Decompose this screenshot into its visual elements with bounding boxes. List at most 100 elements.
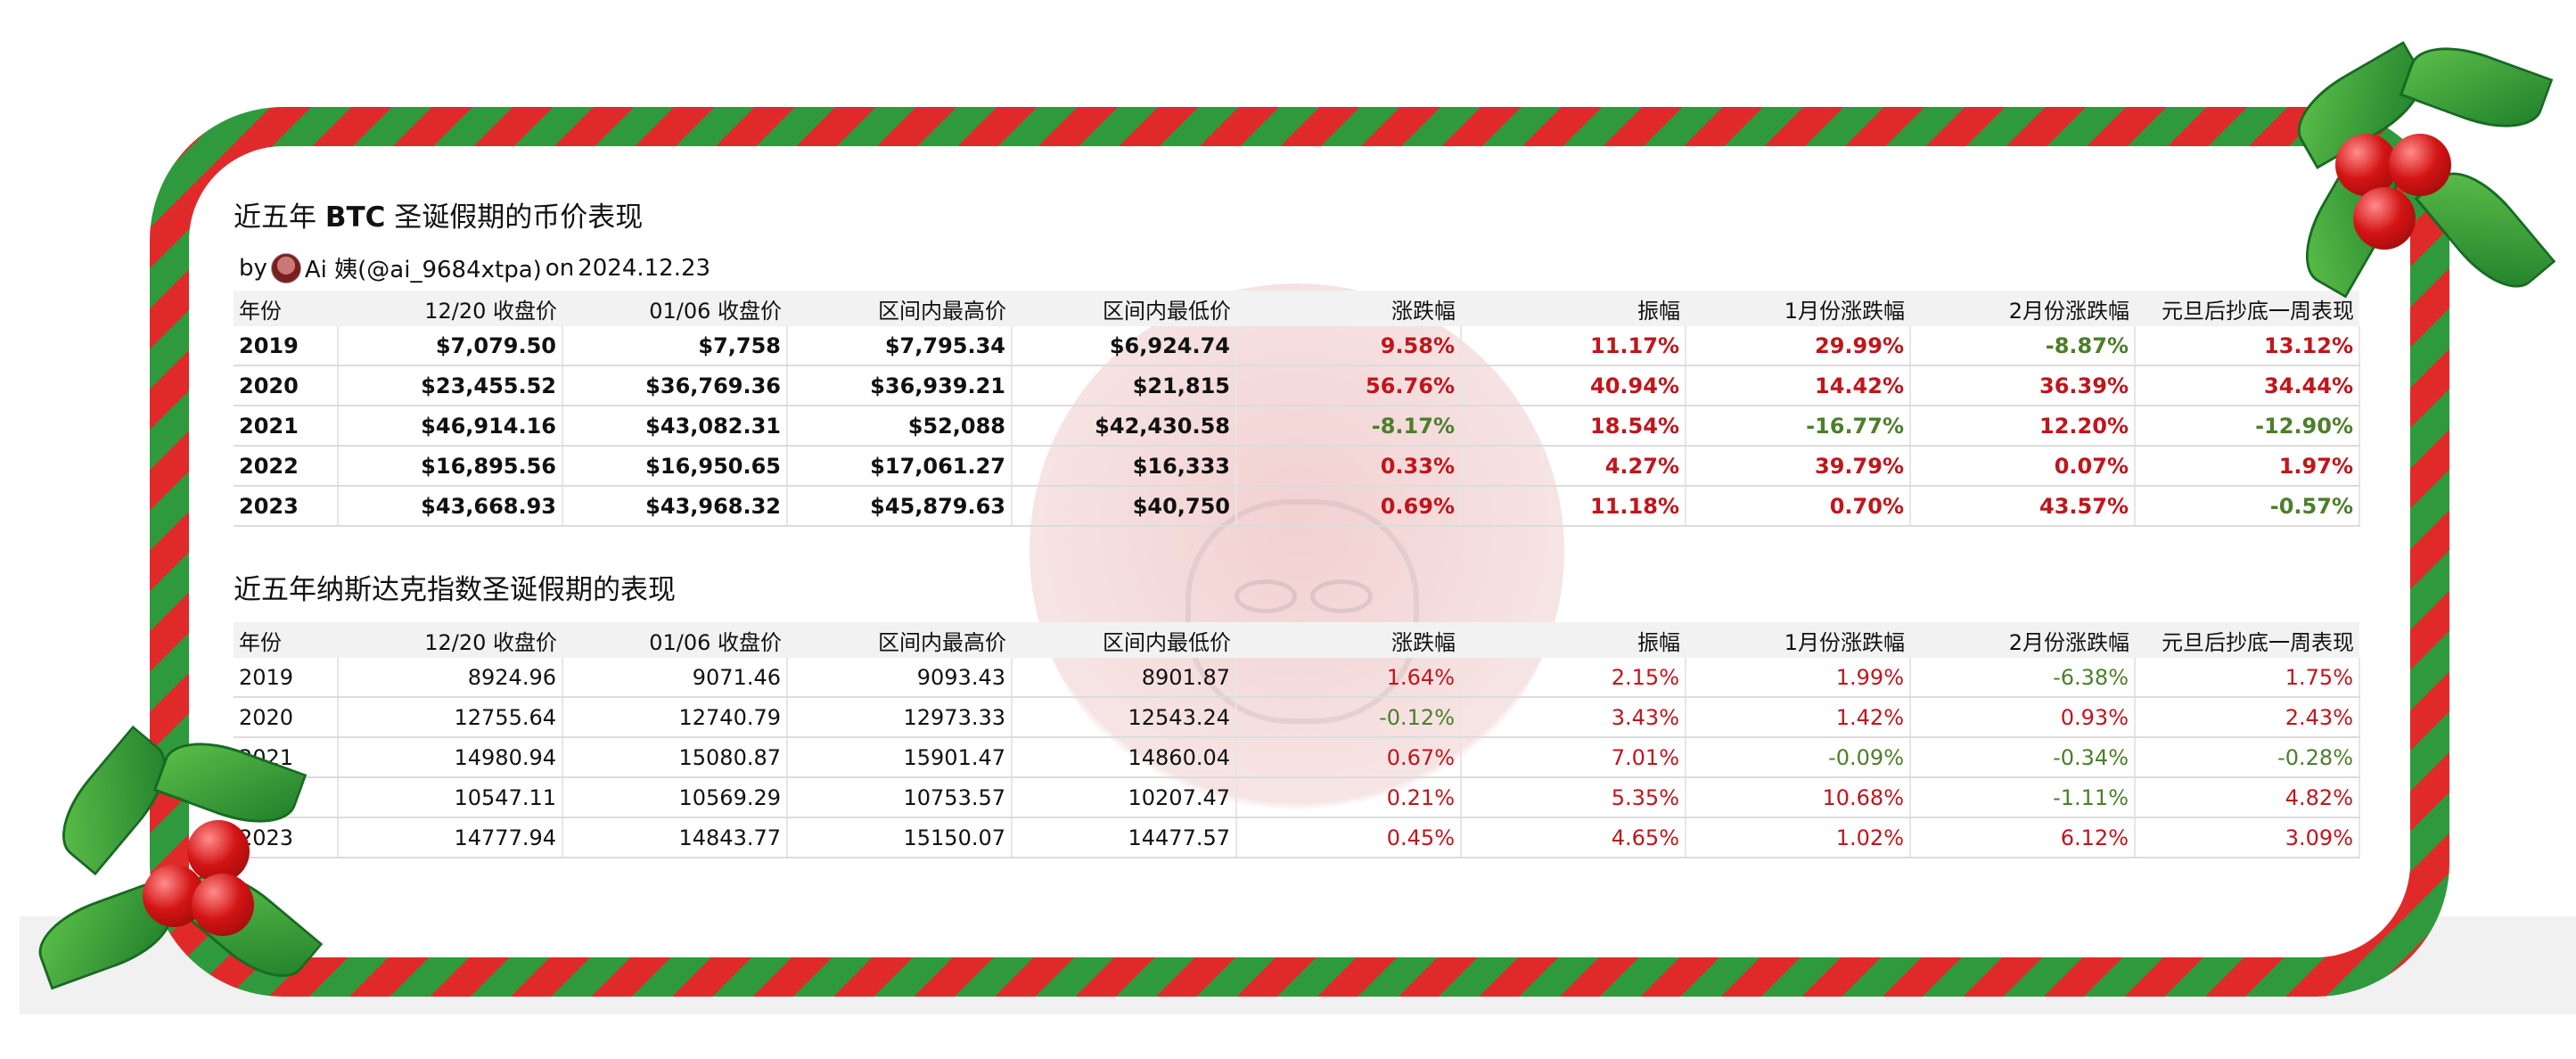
value-cell: $7,079.50 (338, 326, 563, 366)
value-cell: 36.39% (1910, 365, 2136, 406)
value-cell: 11.18% (1461, 486, 1686, 527)
btc-table: 年份 12/20 收盘价 01/06 收盘价 区间内最高价 区间内最低价 涨跌幅 振幅 1月份… (234, 291, 2360, 527)
year-cell: 2022 (234, 446, 339, 487)
value-cell: 9071.46 (562, 658, 788, 698)
value-cell: 14777.94 (338, 817, 563, 858)
value-cell: 39.79% (1686, 446, 1911, 487)
column-header: 2月份涨跌幅 (1910, 291, 2135, 326)
value-cell: 12973.33 (787, 697, 1013, 738)
column-header: 年份 (234, 291, 338, 326)
value-cell: 10569.29 (562, 777, 788, 818)
table-row: 2021 $46,914.16 $43,082.31 $52,088 $42,430.5… (234, 406, 2360, 447)
value-cell: 18.54% (1461, 406, 1686, 447)
column-header: 年份 (234, 622, 338, 658)
column-header: 12/20 收盘价 (338, 622, 562, 658)
value-cell: $52,088 (787, 406, 1013, 447)
column-header: 区间内最高价 (787, 291, 1012, 326)
column-header: 振幅 (1461, 622, 1686, 658)
value-cell: -12.90% (2135, 406, 2360, 447)
value-cell: $21,815 (1012, 365, 1237, 406)
value-cell: $16,950.65 (562, 446, 788, 487)
table-header-row: 年份 12/20 收盘价 01/06 收盘价 区间内最高价 区间内最低价 涨跌幅 振幅 1月份… (234, 291, 2359, 326)
value-cell: -0.12% (1236, 697, 1462, 738)
value-cell: 1.75% (2135, 658, 2360, 698)
column-header: 区间内最低价 (1012, 622, 1236, 658)
value-cell: 10.68% (1686, 777, 1911, 818)
value-cell: $16,895.56 (338, 446, 563, 487)
title-bold: BTC (324, 201, 386, 234)
value-cell: $43,082.31 (562, 406, 788, 447)
value-cell: 1.02% (1686, 817, 1911, 858)
value-cell: -0.34% (1910, 737, 2136, 778)
value-cell: 0.93% (1910, 697, 2136, 738)
table-row: 2019 $7,079.50 $7,758 $7,795.34 $6,924.74 9.5… (234, 326, 2360, 366)
value-cell: 0.21% (1236, 777, 1462, 818)
column-header: 元旦后抄底一周表现 (2135, 291, 2359, 326)
value-cell: -6.38% (1910, 658, 2136, 698)
value-cell: 6.12% (1910, 817, 2136, 858)
value-cell: $6,924.74 (1012, 326, 1237, 366)
nasdaq-table: 年份 12/20 收盘价 01/06 收盘价 区间内最高价 区间内最低价 涨跌幅 振幅 1月份… (234, 622, 2360, 858)
column-header: 01/06 收盘价 (562, 622, 787, 658)
value-cell: -8.17% (1236, 406, 1462, 447)
value-cell: 1.99% (1686, 658, 1911, 698)
value-cell: 9.58% (1236, 326, 1462, 366)
value-cell: 14.42% (1686, 365, 1911, 406)
value-cell: 11.17% (1461, 326, 1686, 366)
byline: by Ai 姨(@ai_9684xtpa) on 2024.12.23 (239, 251, 710, 284)
value-cell: 56.76% (1236, 365, 1462, 406)
value-cell: 29.99% (1686, 326, 1911, 366)
column-header: 区间内最低价 (1012, 291, 1236, 326)
value-cell: $46,914.16 (338, 406, 563, 447)
column-header: 01/06 收盘价 (562, 291, 787, 326)
value-cell: $40,750 (1012, 486, 1237, 527)
column-header: 振幅 (1461, 291, 1686, 326)
value-cell: 9093.43 (787, 658, 1013, 698)
avatar (270, 252, 301, 283)
value-cell: $43,668.93 (338, 486, 563, 527)
column-header: 涨跌幅 (1236, 291, 1461, 326)
value-cell: 14477.57 (1012, 817, 1237, 858)
year-cell: 2019 (234, 326, 339, 366)
value-cell: 15901.47 (787, 737, 1013, 778)
watermark-eye (1310, 579, 1373, 613)
value-cell: 0.45% (1236, 817, 1462, 858)
value-cell: 2.43% (2135, 697, 2360, 738)
byline-date: 2024.12.23 (578, 254, 711, 282)
table-row: 2021 14980.94 15080.87 15901.47 14860.04 0.67… (234, 737, 2360, 778)
value-cell: $42,430.58 (1012, 406, 1237, 447)
value-cell: -0.57% (2135, 486, 2360, 527)
nasdaq-section-title: 近五年纳斯达克指数圣诞假期的表现 (234, 574, 676, 606)
table-row: 2020 12755.64 12740.79 12973.33 12543.24 -0.1… (234, 697, 2360, 738)
value-cell: 15150.07 (787, 817, 1013, 858)
value-cell: -8.87% (1910, 326, 2136, 366)
value-cell: -1.11% (1910, 777, 2136, 818)
table-row: 2023 14777.94 14843.77 15150.07 14477.57 0.45… (234, 817, 2360, 858)
value-cell: 34.44% (2135, 365, 2360, 406)
value-cell: 3.43% (1461, 697, 1686, 738)
byline-on: on (545, 254, 575, 282)
value-cell: 4.65% (1461, 817, 1686, 858)
value-cell: 10753.57 (787, 777, 1013, 818)
value-cell: $36,769.36 (562, 365, 788, 406)
year-cell: 2020 (234, 365, 339, 406)
column-header: 涨跌幅 (1236, 622, 1461, 658)
year-cell: 2019 (234, 658, 339, 698)
year-cell: 2020 (234, 697, 339, 738)
value-cell: 8924.96 (338, 658, 563, 698)
value-cell: 0.33% (1236, 446, 1462, 487)
value-cell: $36,939.21 (787, 365, 1013, 406)
value-cell: $45,879.63 (787, 486, 1013, 527)
column-header: 1月份涨跌幅 (1686, 291, 1910, 326)
column-header: 12/20 收盘价 (338, 291, 562, 326)
watermark-eye (1235, 579, 1297, 613)
byline-author: Ai 姨(@ai_9684xtpa) (304, 257, 542, 283)
year-cell: 2021 (234, 406, 339, 447)
value-cell: 13.12% (2135, 326, 2360, 366)
value-cell: -0.09% (1686, 737, 1911, 778)
value-cell: 0.67% (1236, 737, 1462, 778)
year-cell: 2023 (234, 486, 339, 527)
title-suffix: 圣诞假期的币价表现 (385, 201, 644, 234)
value-cell: 5.35% (1461, 777, 1686, 818)
value-cell: 43.57% (1910, 486, 2136, 527)
